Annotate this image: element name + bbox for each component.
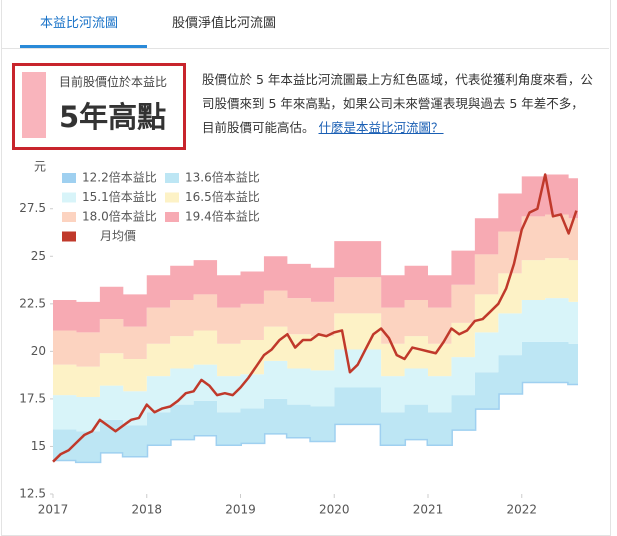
badge-swatch — [22, 72, 46, 138]
band — [53, 341, 578, 462]
band — [53, 174, 578, 333]
band — [53, 258, 578, 398]
y-tick-label: 17.5 — [19, 391, 46, 405]
badge-box: 目前股價位於本益比 5年高點 — [12, 63, 186, 150]
legend-label: 月均價 — [100, 229, 136, 243]
legend-swatch — [165, 173, 179, 183]
tab-underline — [20, 45, 147, 48]
x-tick-label: 2022 — [506, 503, 537, 517]
y-tick-label: 22.5 — [19, 296, 46, 310]
legend-swatch — [62, 192, 76, 203]
y-unit: 元 — [34, 160, 46, 174]
price-line — [52, 173, 578, 463]
legend-label: 18.0倍本益比 — [82, 209, 157, 224]
legend-swatch — [165, 212, 179, 222]
tab[interactable]: 股價淨值比河流圖 — [172, 16, 277, 31]
y-tick-label: 20 — [31, 344, 46, 358]
y-tick-label: 12.5 — [19, 487, 46, 501]
legend-swatch — [62, 173, 76, 183]
band — [53, 214, 578, 367]
x-tick-label: 2021 — [413, 503, 444, 517]
tab-divider — [2, 48, 609, 49]
legend-label: 13.6倍本益比 — [185, 170, 260, 185]
x-tick-label: 2019 — [225, 503, 256, 517]
x-tick-label: 2018 — [131, 503, 162, 517]
legend-swatch — [62, 212, 76, 222]
legend-label: 16.5倍本益比 — [185, 189, 260, 204]
legend-label: 19.4倍本益比 — [185, 209, 260, 224]
legend-swatch — [165, 192, 179, 203]
legend-label: 15.1倍本益比 — [82, 189, 157, 204]
band — [53, 298, 578, 432]
legend-label: 12.2倍本益比 — [82, 170, 157, 185]
badge-value: 5年高點 — [59, 100, 167, 134]
y-tick-label: 25 — [31, 249, 46, 263]
description: 股價位於 5 年本益比河流圖最上方紅色區域，代表從獲利角度來看，公司股價來到 5… — [202, 68, 594, 140]
y-tick-label: 27.5 — [19, 201, 46, 215]
tab-active[interactable]: 本益比河流圖 — [40, 16, 119, 31]
badge-caption: 目前股價位於本益比 — [59, 75, 168, 89]
x-tick-label: 2020 — [319, 503, 350, 517]
description-text: 股價位於 5 年本益比河流圖最上方紅色區域，代表從獲利角度來看，公司股價來到 5… — [202, 72, 593, 135]
x-tick-label: 2017 — [38, 503, 69, 517]
y-tick-label: 15 — [31, 439, 46, 453]
legend-swatch — [62, 231, 76, 242]
help-link[interactable]: 什麼是本益比河流圖？ — [318, 120, 444, 135]
